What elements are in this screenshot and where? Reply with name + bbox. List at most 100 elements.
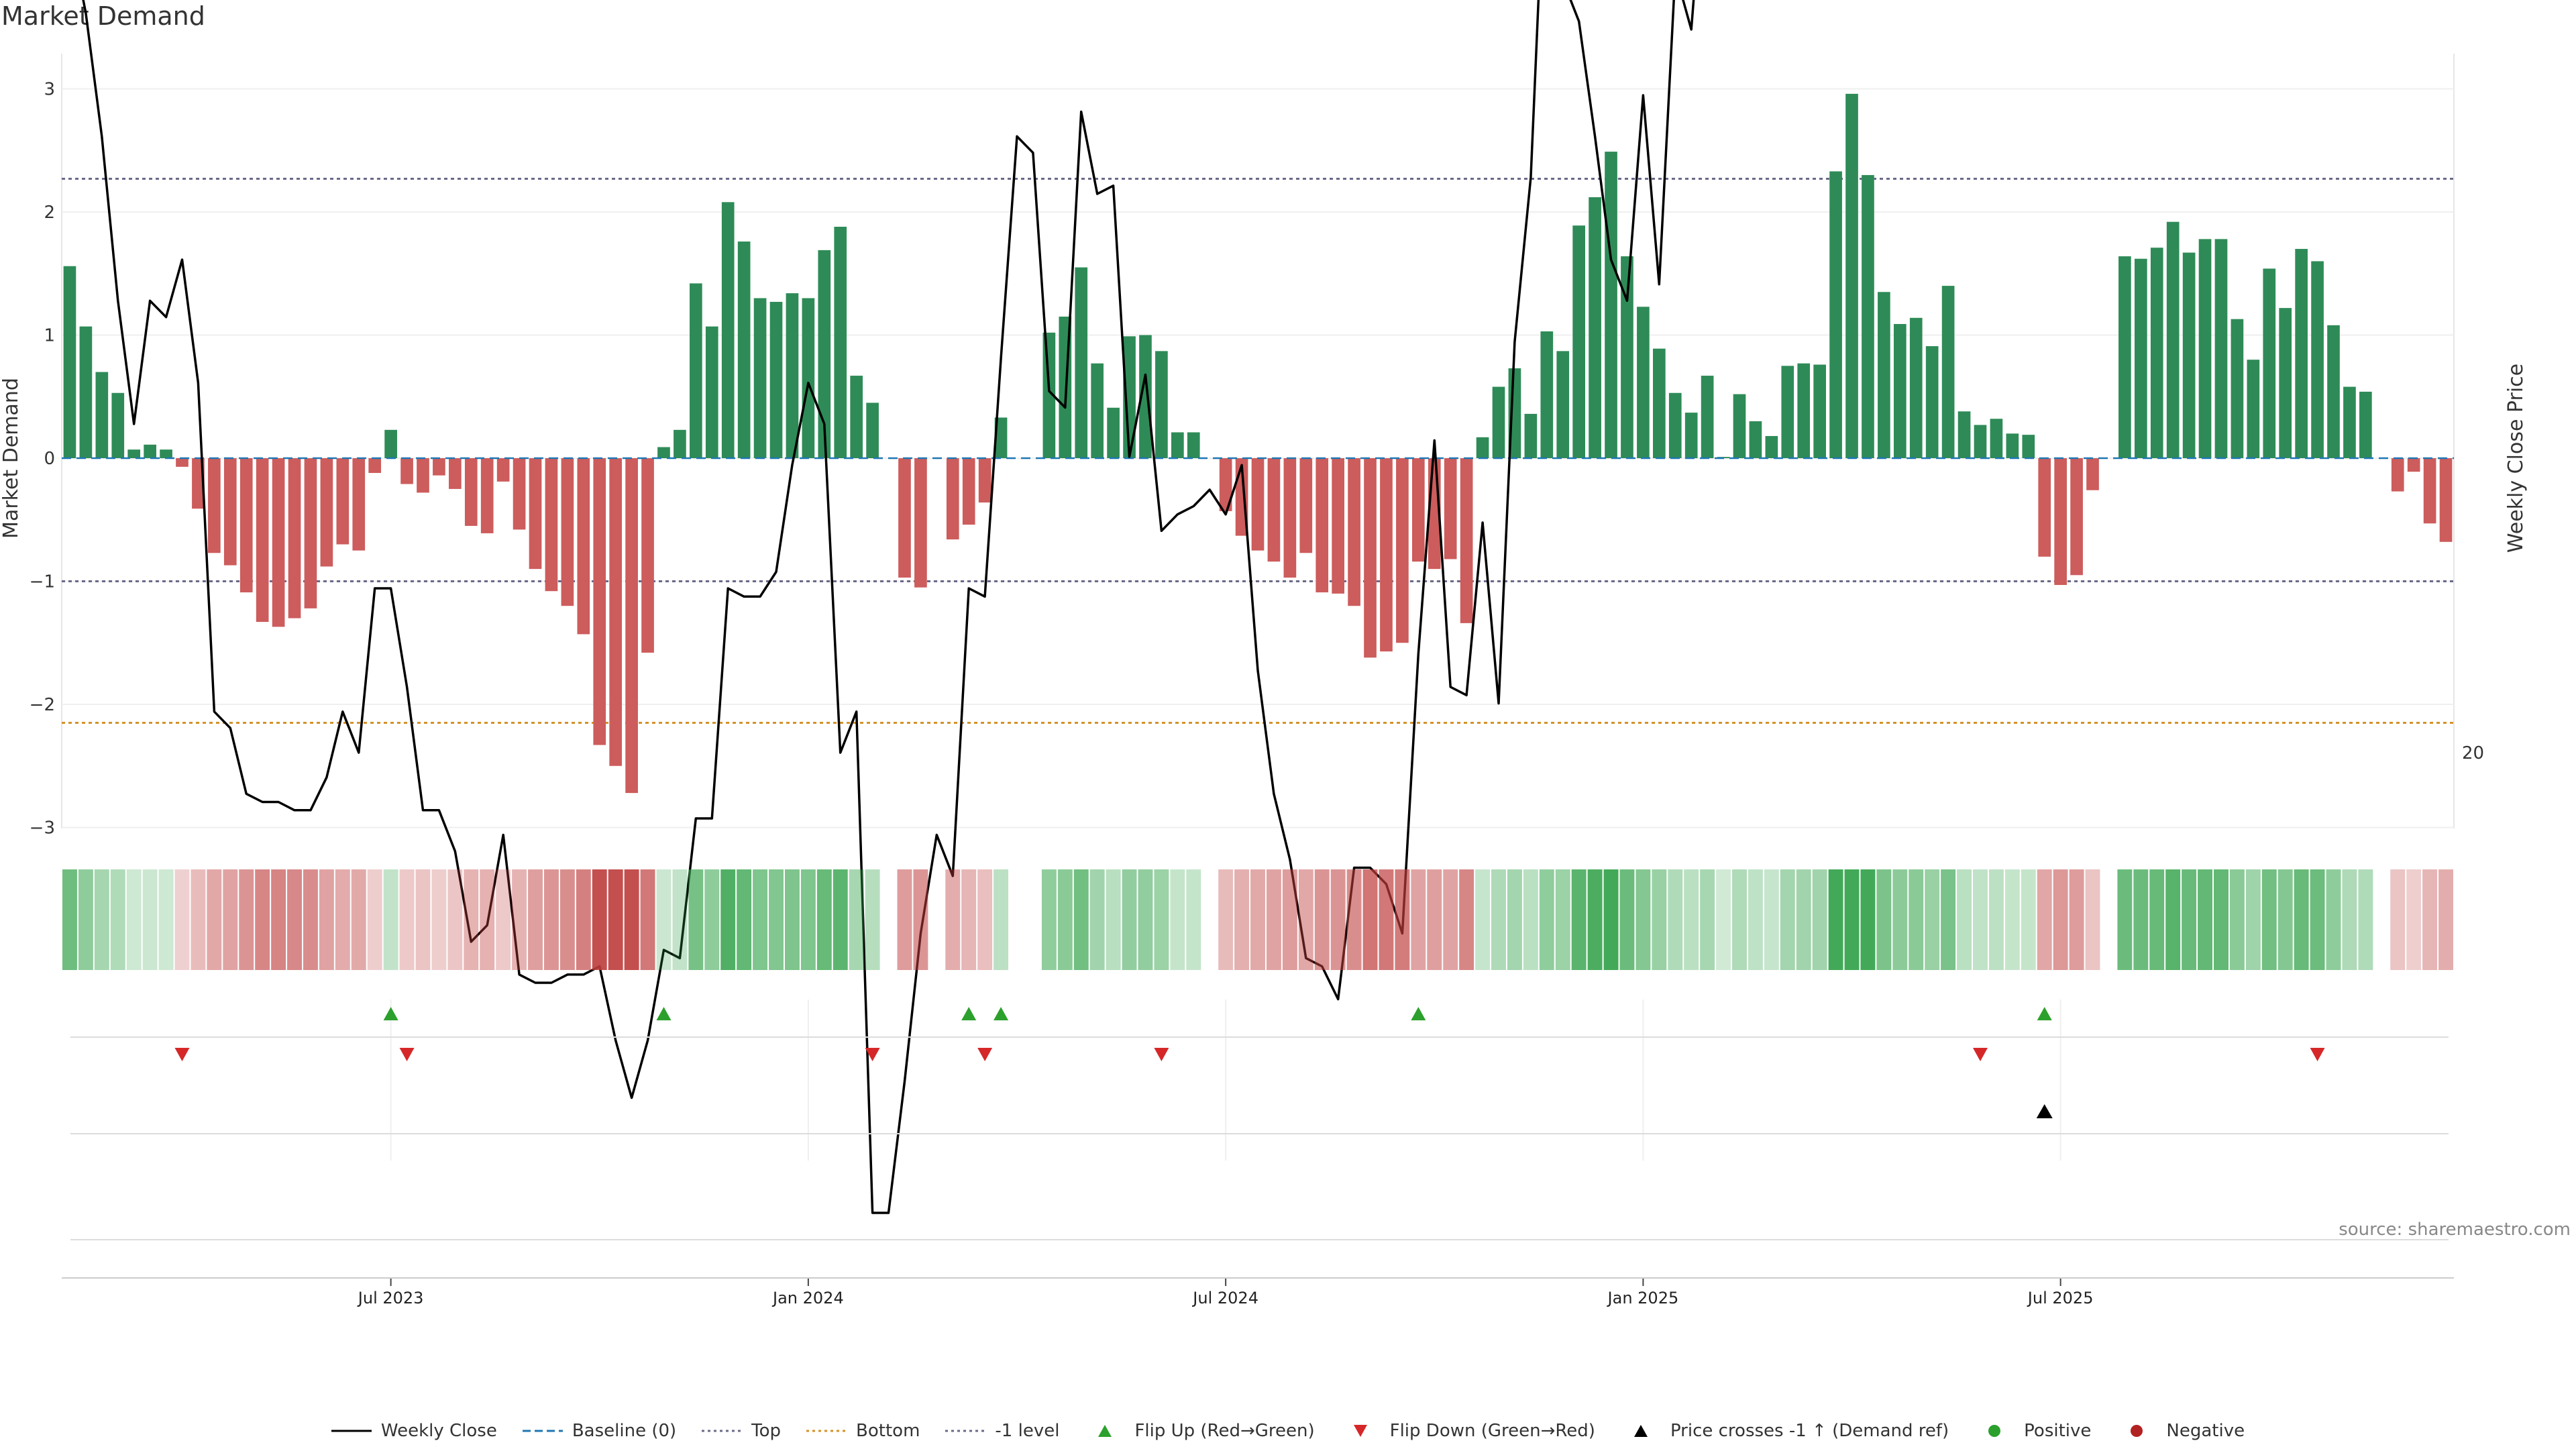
demand-bar: [2150, 248, 2163, 458]
demand-bar: [1042, 332, 1056, 458]
demand-bar: [400, 458, 413, 484]
demand-bar: [1283, 458, 1297, 578]
heat-cell: [2390, 869, 2406, 970]
demand-bar: [1460, 458, 1473, 623]
demand-bar: [1332, 458, 1344, 594]
heat-cell: [2037, 869, 2052, 970]
heat-cell: [2198, 869, 2213, 970]
heat-cell: [720, 869, 736, 970]
y-tick-label: −1: [30, 572, 55, 592]
demand-bar: [946, 458, 959, 540]
demand-bar: [1925, 346, 1939, 458]
demand-bar: [1556, 351, 1570, 458]
heat-cell: [1507, 869, 1522, 970]
heat-cell: [913, 869, 928, 970]
line-dot-icon: [702, 1422, 743, 1440]
heat-cell: [640, 869, 655, 970]
heat-cell: [672, 869, 688, 970]
heat-cell: [2261, 869, 2277, 970]
demand-bar: [1829, 171, 1842, 458]
heat-cell: [2021, 869, 2036, 970]
demand-bar: [898, 458, 911, 578]
heat-cell: [1603, 869, 1619, 970]
heat-cell: [1298, 869, 1313, 970]
demand-bar: [1749, 421, 1762, 458]
legend-label: -1 level: [995, 1421, 1060, 1441]
tri-up-icon: [1621, 1422, 1661, 1440]
demand-bar: [561, 458, 574, 606]
demand-bar: [1380, 458, 1393, 652]
legend-label: Weekly Close: [380, 1421, 497, 1441]
heat-cell: [1892, 869, 1908, 970]
demand-bar: [480, 458, 494, 533]
flip-up-marker: [2037, 1007, 2052, 1020]
demand-bar: [1219, 458, 1232, 511]
demand-bar: [1075, 267, 1088, 458]
demand-bar: [79, 326, 93, 458]
demand-bar: [978, 458, 991, 503]
demand-bar: [256, 458, 269, 623]
line-dot-icon: [945, 1422, 986, 1440]
heat-cell: [2294, 869, 2309, 970]
heat-cell: [223, 869, 238, 970]
flip-down-marker: [1154, 1048, 1169, 1061]
demand-bar: [1155, 351, 1168, 458]
legend-item: Bottom: [806, 1421, 920, 1441]
heat-cell: [1362, 869, 1378, 970]
heat-cell: [1346, 869, 1362, 970]
heat-cell: [94, 869, 109, 970]
demand-bar: [368, 458, 382, 474]
heat-cell: [769, 869, 784, 970]
heat-cell: [367, 869, 382, 970]
heat-cell: [608, 869, 623, 970]
demand-bar: [2359, 391, 2372, 458]
demand-bar: [176, 458, 189, 467]
flip-up-marker: [961, 1007, 977, 1020]
heat-cell: [1106, 869, 1121, 970]
demand-bar: [834, 227, 847, 458]
y-tick-label: −2: [30, 695, 55, 715]
demand-bar: [1364, 458, 1377, 658]
demand-bar: [2263, 268, 2276, 458]
demand-bar: [111, 392, 125, 458]
demand-bar: [2407, 458, 2420, 472]
flip-down-marker: [1972, 1048, 1988, 1061]
heat-cell: [2165, 869, 2181, 970]
heat-cell: [2358, 869, 2373, 970]
heat-cell: [1411, 869, 1426, 970]
demand-bar: [464, 458, 478, 526]
heat-cell: [833, 869, 848, 970]
legend-label: Flip Down (Green→Red): [1389, 1421, 1595, 1441]
demand-bar: [2247, 360, 2260, 458]
demand-bar: [1878, 292, 1890, 458]
heat-cell: [1988, 869, 2004, 970]
heat-cell: [431, 869, 447, 970]
legend-item: Positive: [1974, 1421, 2091, 1441]
demand-bar: [2022, 435, 2035, 458]
heat-cell: [2310, 869, 2325, 970]
heat-cell: [1860, 869, 1876, 970]
heat-cell: [1443, 869, 1458, 970]
heat-cell: [753, 869, 768, 970]
flip-down-marker: [865, 1048, 880, 1061]
flip-down-marker: [399, 1048, 415, 1061]
heat-cell: [1635, 869, 1651, 970]
weekly-close-line: [82, 0, 1695, 1214]
heat-cell: [142, 869, 158, 970]
flip-up-marker: [1411, 1007, 1426, 1020]
demand-bar: [1652, 348, 1666, 458]
line-dash-icon: [522, 1422, 563, 1440]
heat-cell: [849, 869, 864, 970]
y-axis-label: Market Demand: [0, 378, 23, 539]
demand-bar: [144, 444, 156, 458]
heat-cell: [1523, 869, 1538, 970]
flip-down-marker: [2310, 1048, 2325, 1061]
demand-bar: [1396, 458, 1409, 643]
heat-cell: [207, 869, 222, 970]
demand-bar: [1091, 363, 1104, 458]
demand-bar: [690, 283, 702, 458]
line-dot-icon: [806, 1422, 847, 1440]
demand-bar: [2054, 458, 2067, 586]
demand-bar: [1267, 458, 1281, 562]
